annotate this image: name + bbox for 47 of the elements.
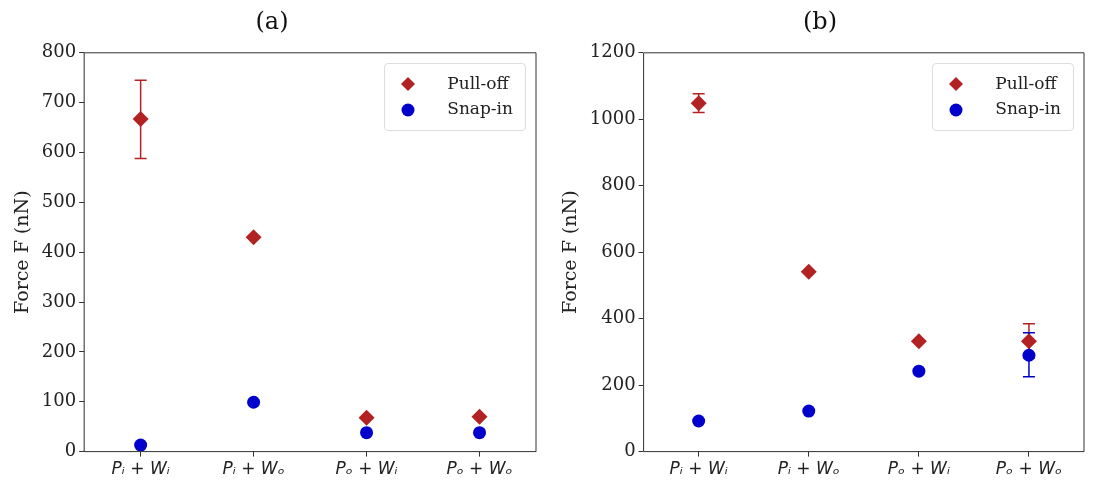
chart-title: (b) bbox=[802, 6, 838, 35]
x-tick-label: Pₒ + Wₒ bbox=[995, 458, 1063, 479]
y-tick-label: 200 bbox=[601, 372, 636, 394]
x-tick-label: Pᵢ + Wₒ bbox=[777, 458, 840, 479]
legend-label: Snap-in bbox=[447, 98, 513, 119]
point bbox=[132, 111, 149, 128]
x-tick-label: Pₒ + Wᵢ bbox=[887, 458, 950, 479]
point bbox=[910, 333, 927, 350]
x-tick-label: Pᵢ + Wᵢ bbox=[111, 458, 170, 479]
point bbox=[473, 426, 487, 440]
point bbox=[360, 426, 374, 440]
point bbox=[245, 229, 262, 246]
chart-title: (a) bbox=[255, 6, 289, 35]
legend-label: Snap-in bbox=[995, 98, 1061, 119]
y-tick-label: 0 bbox=[624, 439, 636, 461]
y-tick-label: 800 bbox=[41, 40, 77, 62]
y-tick-label: 0 bbox=[64, 439, 77, 461]
point bbox=[692, 414, 706, 428]
point bbox=[134, 438, 148, 452]
point bbox=[471, 408, 488, 425]
y-tick-label: 1200 bbox=[589, 40, 636, 62]
x-tick-label: Pᵢ + Wₒ bbox=[222, 458, 285, 479]
y-tick-label: 300 bbox=[41, 289, 77, 311]
y-tick-label: 1000 bbox=[589, 106, 636, 128]
y-tick-label: 400 bbox=[601, 306, 636, 328]
y-tick-label: 200 bbox=[41, 339, 77, 361]
y-tick-label: 600 bbox=[41, 140, 77, 162]
point bbox=[800, 263, 817, 280]
y-axis-title: Force F (nN) bbox=[10, 190, 33, 314]
y-tick-label: 600 bbox=[601, 239, 636, 261]
x-tick-label: Pₒ + Wᵢ bbox=[335, 458, 398, 479]
y-tick-label: 800 bbox=[601, 173, 636, 195]
point bbox=[1022, 348, 1036, 362]
point bbox=[247, 395, 261, 409]
y-axis-title: Force F (nN) bbox=[558, 190, 581, 314]
y-tick-label: 500 bbox=[41, 190, 77, 212]
point bbox=[358, 409, 375, 426]
legend-label: Pull-off bbox=[995, 72, 1057, 93]
y-tick-label: 100 bbox=[41, 389, 77, 411]
x-tick-label: Pᵢ + Wᵢ bbox=[669, 458, 728, 479]
y-tick-label: 400 bbox=[41, 239, 77, 261]
x-tick-label: Pₒ + Wₒ bbox=[446, 458, 513, 479]
point bbox=[1020, 333, 1037, 350]
point bbox=[912, 364, 926, 378]
point bbox=[802, 404, 816, 418]
legend-label: Pull-off bbox=[447, 72, 509, 93]
y-tick-label: 700 bbox=[41, 90, 77, 112]
